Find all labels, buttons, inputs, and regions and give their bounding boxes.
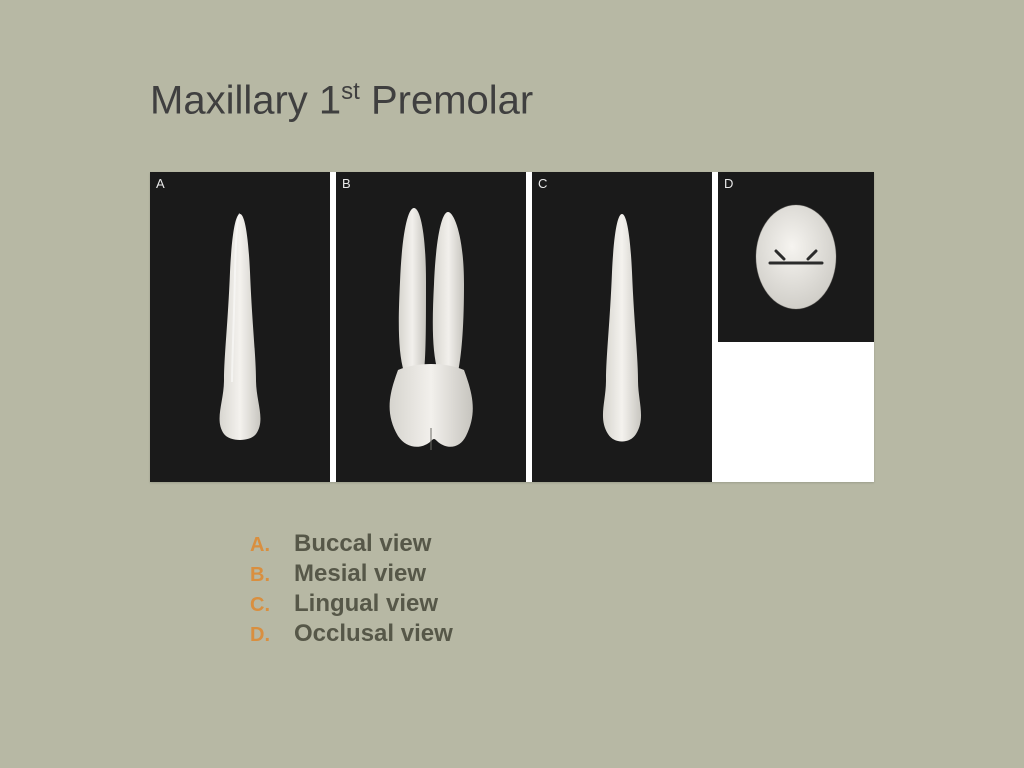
panel-c: C [532, 172, 712, 482]
title-prefix: Maxillary 1 [150, 78, 341, 122]
legend-label: Mesial view [294, 560, 426, 588]
legend-row: A. Buccal view [250, 530, 453, 558]
tooth-lingual-icon [592, 212, 652, 442]
legend-marker: A. [250, 534, 294, 557]
legend-row: B. Mesial view [250, 560, 453, 588]
panel-letter-a: A [156, 176, 165, 191]
legend: A. Buccal view B. Mesial view C. Lingual… [250, 530, 453, 650]
title-suffix: Premolar [360, 78, 533, 122]
tooth-occlusal-icon [748, 197, 844, 317]
page-title: Maxillary 1st Premolar [150, 78, 533, 123]
panel-a: A [150, 172, 330, 482]
panel-b: B [336, 172, 526, 482]
tooth-buccal-icon [210, 212, 270, 442]
tooth-mesial-icon [376, 202, 486, 452]
legend-marker: B. [250, 564, 294, 587]
legend-label: Buccal view [294, 530, 431, 558]
figure-strip: A B [150, 172, 874, 482]
panel-d: D [718, 172, 874, 342]
panel-letter-c: C [538, 176, 547, 191]
legend-marker: C. [250, 594, 294, 617]
panel-d-underfill [718, 342, 874, 482]
legend-row: C. Lingual view [250, 590, 453, 618]
legend-marker: D. [250, 624, 294, 647]
panel-letter-d: D [724, 176, 733, 191]
title-ordinal: st [341, 78, 360, 105]
legend-label: Occlusal view [294, 620, 453, 648]
legend-label: Lingual view [294, 590, 438, 618]
legend-row: D. Occlusal view [250, 620, 453, 648]
panel-d-wrap: D [718, 172, 874, 482]
panel-letter-b: B [342, 176, 351, 191]
